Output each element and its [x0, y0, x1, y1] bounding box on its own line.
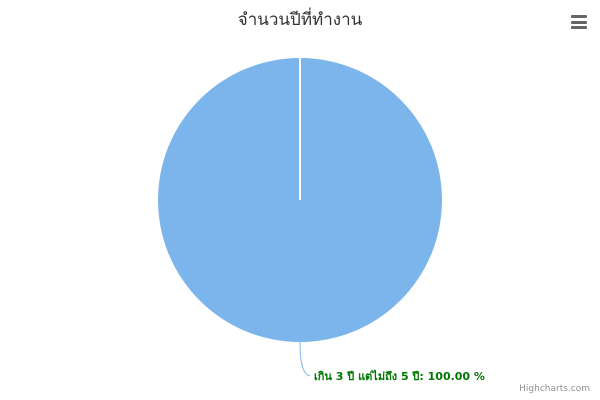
credits-link[interactable]: Highcharts.com	[519, 384, 590, 394]
hamburger-menu-icon-bar	[571, 20, 587, 24]
hamburger-menu-icon	[571, 15, 587, 18]
hamburger-menu-icon-bar	[571, 26, 587, 29]
pie-data-label: เกิน 3 ปี แต่ไม่ถึง 5 ปี: 100.00 %	[314, 369, 485, 383]
chart-menu-button[interactable]	[568, 12, 590, 32]
data-label-connector	[299, 341, 311, 377]
chart-title: จำนวนปีที่ทำงาน	[237, 10, 363, 30]
